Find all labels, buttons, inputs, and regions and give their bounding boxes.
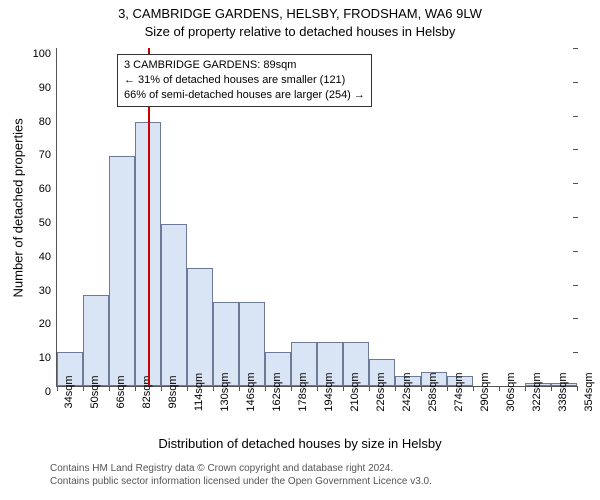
- histogram-bar: [109, 156, 135, 386]
- x-tick-label: 194sqm: [321, 372, 335, 411]
- y-tick-label: 100: [33, 48, 57, 60]
- x-tick-label: 242sqm: [399, 372, 413, 411]
- y-tick-label: 30: [39, 285, 57, 297]
- y-tick-label: 50: [39, 217, 57, 229]
- x-tick-label: 290sqm: [477, 372, 491, 411]
- x-tick-label: 210sqm: [347, 372, 361, 411]
- x-tick-label: 66sqm: [113, 375, 127, 408]
- x-tick-label: 34sqm: [61, 375, 75, 408]
- x-tick-label: 306sqm: [503, 372, 517, 411]
- y-tick-label: 10: [39, 352, 57, 364]
- x-tick-label: 258sqm: [425, 372, 439, 411]
- x-tick-label: 178sqm: [295, 372, 309, 411]
- y-tick-label: 90: [39, 82, 57, 94]
- y-axis-label: Number of detached properties: [11, 138, 26, 298]
- x-tick-label: 226sqm: [373, 372, 387, 411]
- x-tick-label: 98sqm: [165, 375, 179, 408]
- x-axis-label: Distribution of detached houses by size …: [0, 436, 600, 451]
- x-tick-label: 82sqm: [139, 375, 153, 408]
- y-tick-label: 80: [39, 116, 57, 128]
- histogram-bar: [83, 295, 109, 386]
- y-tick-label: 40: [39, 251, 57, 263]
- footer-line-1: Contains HM Land Registry data © Crown c…: [50, 462, 432, 475]
- footer-line-2: Contains public sector information licen…: [50, 475, 432, 488]
- x-tick-label: 146sqm: [243, 372, 257, 411]
- y-tick-label: 70: [39, 149, 57, 161]
- y-tick-label: 20: [39, 318, 57, 330]
- footer-text: Contains HM Land Registry data © Crown c…: [50, 462, 432, 488]
- annotation-box: 3 CAMBRIDGE GARDENS: 89sqm← 31% of detac…: [117, 54, 372, 107]
- annotation-line: 66% of semi-detached houses are larger (…: [124, 88, 365, 103]
- annotation-line: 3 CAMBRIDGE GARDENS: 89sqm: [124, 58, 365, 73]
- y-tick-label: 60: [39, 183, 57, 195]
- x-tick-label: 274sqm: [451, 372, 465, 411]
- histogram-bar: [187, 268, 213, 386]
- annotation-line: ← 31% of detached houses are smaller (12…: [124, 73, 365, 88]
- chart-title: 3, CAMBRIDGE GARDENS, HELSBY, FRODSHAM, …: [0, 6, 600, 21]
- x-tick-label: 322sqm: [529, 372, 543, 411]
- histogram-bar: [161, 224, 187, 386]
- x-tick-label: 114sqm: [191, 373, 205, 411]
- x-tick-label: 130sqm: [217, 372, 231, 411]
- y-tick-label: 0: [45, 386, 57, 398]
- x-tick-label: 50sqm: [87, 375, 101, 408]
- x-tick-label: 162sqm: [269, 372, 283, 411]
- chart-subtitle: Size of property relative to detached ho…: [0, 24, 600, 39]
- plot-area: 010203040506070809010034sqm50sqm66sqm82s…: [56, 48, 577, 387]
- x-tick-label: 338sqm: [555, 372, 569, 411]
- x-tick-label: 354sqm: [581, 372, 595, 411]
- chart-container: 3, CAMBRIDGE GARDENS, HELSBY, FRODSHAM, …: [0, 0, 600, 500]
